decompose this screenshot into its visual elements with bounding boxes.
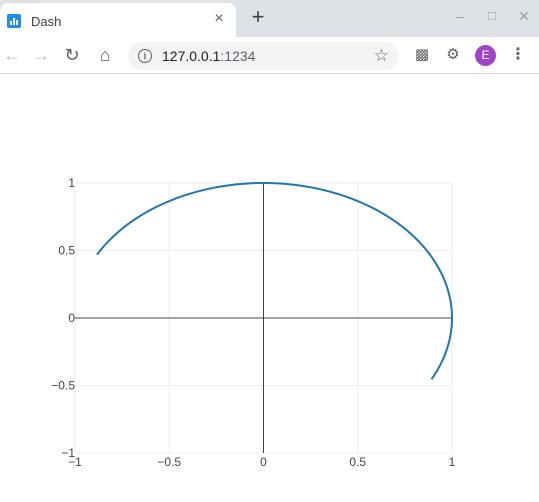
star-icon[interactable]: ☆ [373,46,389,65]
forward-arrow-icon[interactable]: → [32,45,50,65]
page-content: −1 −0.5 0 0.5 1 −1 −0.5 0 0.5 1 [0,74,539,502]
series-line [96,182,454,380]
line-chart: −1 −0.5 0 0.5 1 −1 −0.5 0 0.5 1 [51,176,456,469]
browser-toolbar: ← → ↻ ⌂ i 127.0.0.1:1234 ☆ ▩ ⚙ E ⋮ [0,37,539,74]
url-host: 127.0.0.1 [162,48,221,64]
dash-favicon-icon [7,14,21,28]
url-text: 127.0.0.1:1234 [162,48,255,64]
x-tick-label: −0.5 [157,455,181,469]
url-port: :1234 [220,48,256,64]
home-icon[interactable]: ⌂ [99,45,111,65]
tab-close-icon[interactable]: × [214,10,224,27]
y-tick-label: 0.5 [58,244,75,258]
browser-tab-strip: Dash × + – □ ✕ [0,0,539,37]
x-tick-label: 1 [449,455,456,469]
window-close-icon[interactable]: ✕ [518,8,530,24]
new-tab-icon[interactable]: + [251,4,265,29]
browser-tab[interactable]: Dash × [0,3,236,37]
minimize-icon[interactable]: – [456,8,464,24]
avatar[interactable]: E [475,45,496,66]
y-tick-label: 0 [68,311,75,325]
back-arrow-icon[interactable]: ← [3,45,21,65]
extensions-icon[interactable]: ⚙ [446,46,460,63]
reload-icon[interactable]: ↻ [64,45,80,65]
tab-title: Dash [31,14,62,29]
y-tick-label: 1 [68,176,75,190]
menu-icon[interactable]: ⋮ [510,46,526,63]
maximize-icon[interactable]: □ [488,8,496,23]
y-tick-label: −1 [61,446,75,460]
info-icon[interactable]: i [138,49,152,63]
x-tick-label: 0 [260,455,267,469]
x-tick-label: 0.5 [349,455,366,469]
x-tick-label: −1 [68,455,82,469]
y-tick-label: −0.5 [51,379,75,393]
address-bar[interactable]: i 127.0.0.1:1234 ☆ [128,42,399,70]
cast-icon[interactable]: ▩ [414,46,430,63]
